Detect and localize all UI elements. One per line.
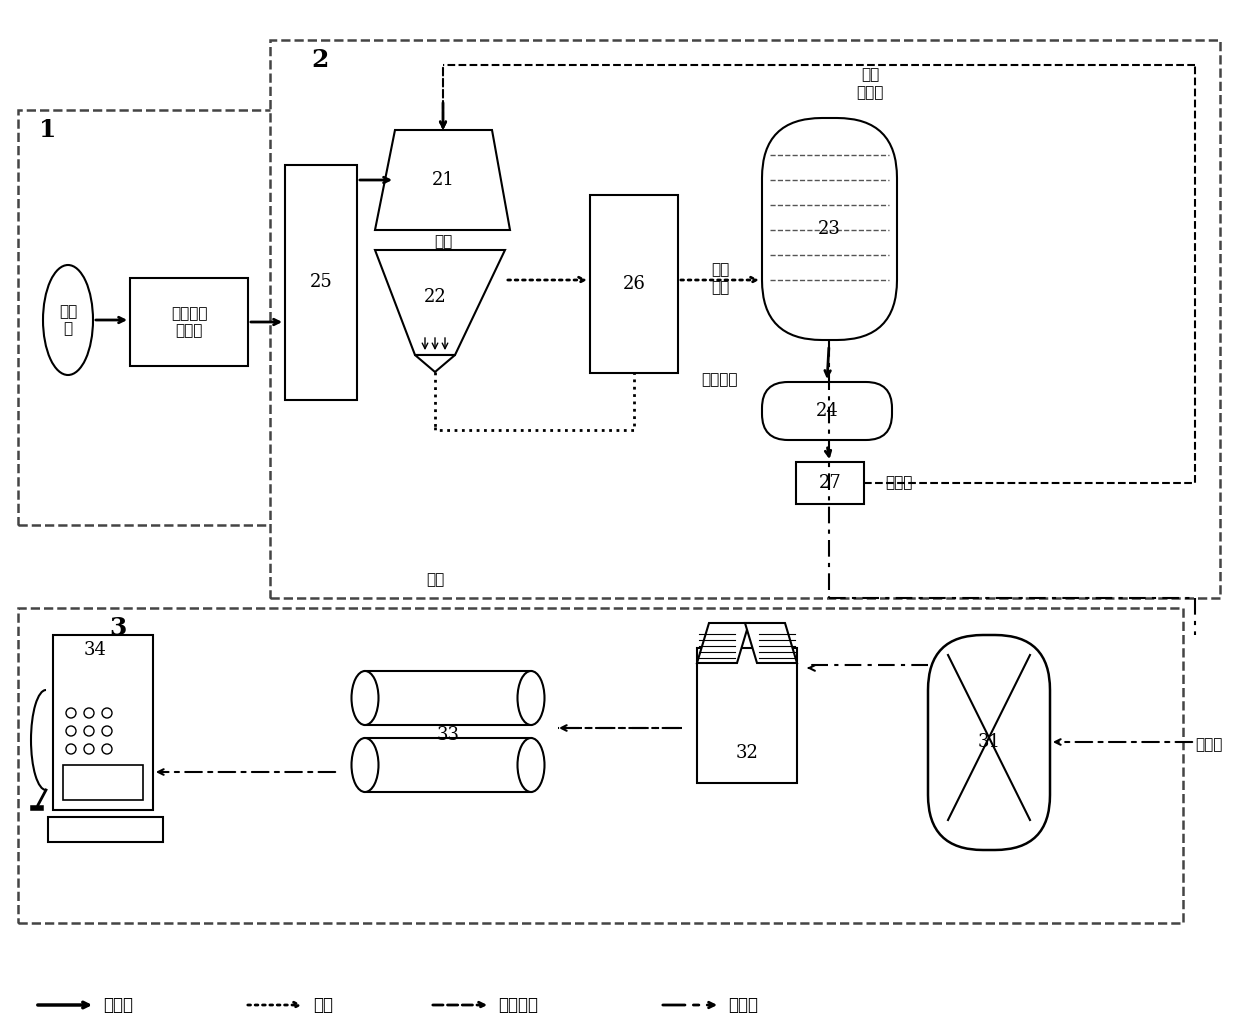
FancyBboxPatch shape <box>763 383 892 440</box>
Text: 粗氢气: 粗氢气 <box>1195 737 1223 753</box>
Circle shape <box>102 744 112 754</box>
Bar <box>19 608 1183 923</box>
FancyBboxPatch shape <box>285 165 357 400</box>
FancyBboxPatch shape <box>796 462 864 504</box>
Text: 24: 24 <box>816 402 838 420</box>
Text: 输运: 输运 <box>861 67 879 82</box>
Text: 氧化铝流: 氧化铝流 <box>498 996 538 1015</box>
FancyBboxPatch shape <box>130 278 248 366</box>
Text: 能量流: 能量流 <box>103 996 133 1015</box>
Circle shape <box>102 726 112 736</box>
Circle shape <box>66 744 76 754</box>
Bar <box>365 738 531 792</box>
Text: 34: 34 <box>83 641 107 659</box>
Text: 氧化铝: 氧化铝 <box>857 86 884 100</box>
Text: 铝流: 铝流 <box>312 996 334 1015</box>
Ellipse shape <box>351 671 378 725</box>
Text: 33: 33 <box>436 726 460 744</box>
Circle shape <box>102 708 112 718</box>
FancyBboxPatch shape <box>928 635 1050 850</box>
Polygon shape <box>374 130 510 230</box>
Text: 太阳
能: 太阳 能 <box>58 304 77 336</box>
Text: 氢氧化铝: 氢氧化铝 <box>702 372 738 388</box>
Text: 3: 3 <box>109 616 126 640</box>
Bar <box>19 110 283 525</box>
Text: 输运: 输运 <box>711 280 729 296</box>
Circle shape <box>84 726 94 736</box>
Polygon shape <box>415 355 455 372</box>
FancyBboxPatch shape <box>590 195 678 373</box>
Circle shape <box>84 708 94 718</box>
Text: 27: 27 <box>818 474 842 492</box>
Text: 25: 25 <box>310 273 332 291</box>
Circle shape <box>66 726 76 736</box>
Ellipse shape <box>517 738 544 792</box>
Bar <box>270 40 1220 598</box>
Text: 1: 1 <box>40 118 57 142</box>
FancyBboxPatch shape <box>763 118 897 340</box>
FancyBboxPatch shape <box>48 817 162 842</box>
Text: 氧化铝: 氧化铝 <box>885 475 913 491</box>
Text: 32: 32 <box>735 744 759 762</box>
Bar <box>365 671 531 725</box>
Text: 铝粉: 铝粉 <box>711 263 729 277</box>
Ellipse shape <box>43 265 93 375</box>
Polygon shape <box>745 623 797 663</box>
FancyBboxPatch shape <box>63 765 143 800</box>
Text: 23: 23 <box>817 220 841 238</box>
FancyBboxPatch shape <box>53 635 153 810</box>
Text: 铝粉: 铝粉 <box>425 572 444 588</box>
Polygon shape <box>374 250 505 355</box>
Text: 2: 2 <box>311 48 329 72</box>
Text: 22: 22 <box>424 288 446 306</box>
Text: 21: 21 <box>432 171 454 189</box>
Polygon shape <box>697 623 749 663</box>
Text: 太阳能光
热发电: 太阳能光 热发电 <box>171 306 207 338</box>
Circle shape <box>84 744 94 754</box>
Text: 26: 26 <box>622 275 646 293</box>
Ellipse shape <box>517 671 544 725</box>
Circle shape <box>66 708 76 718</box>
Text: 铝液: 铝液 <box>434 234 453 250</box>
FancyBboxPatch shape <box>697 648 797 783</box>
Text: 31: 31 <box>977 733 1001 751</box>
Ellipse shape <box>351 738 378 792</box>
Text: 氢气流: 氢气流 <box>728 996 758 1015</box>
